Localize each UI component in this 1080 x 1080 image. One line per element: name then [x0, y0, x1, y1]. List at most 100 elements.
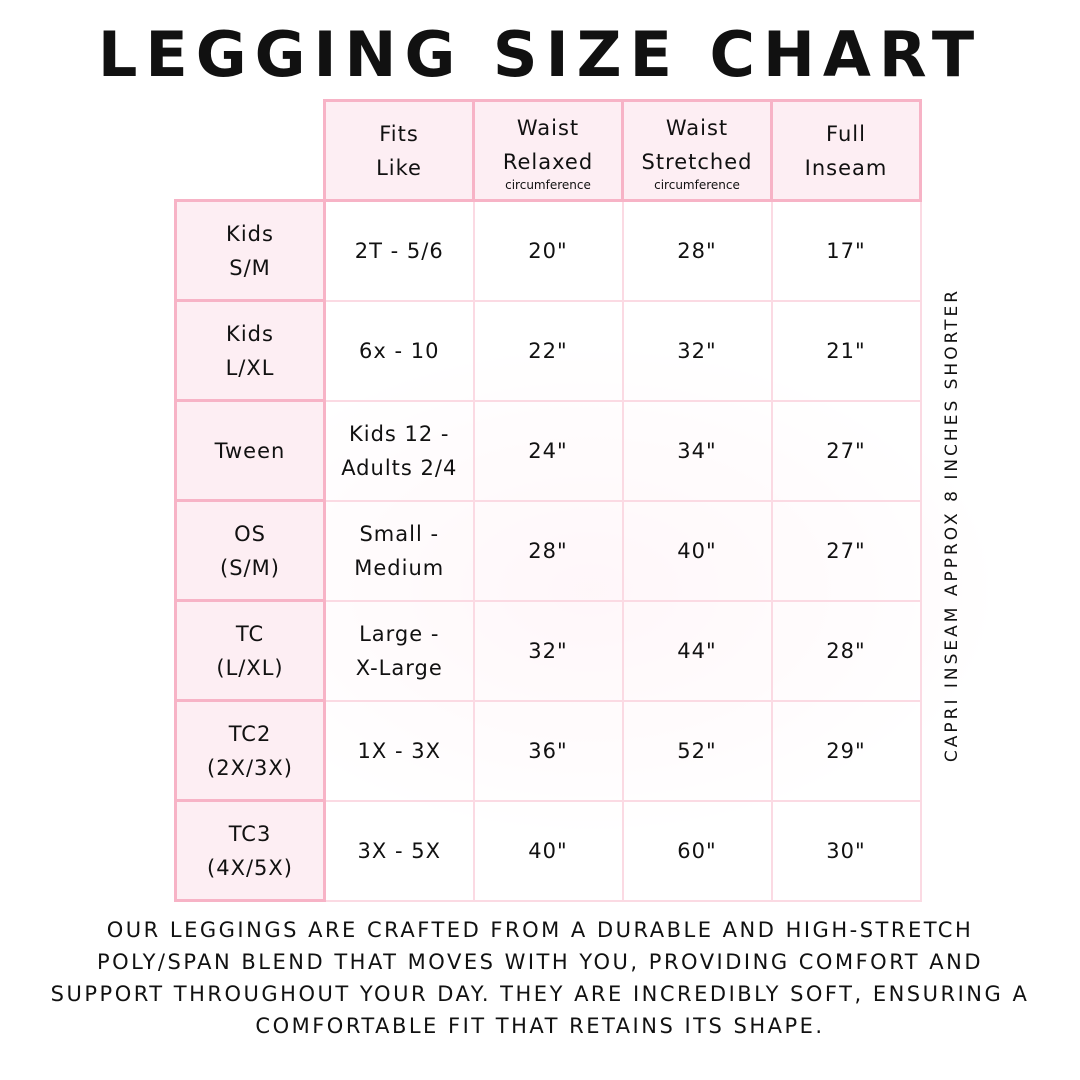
waist-relaxed-cell: 22" [472, 299, 624, 402]
cell-text: 40" [677, 538, 717, 563]
cell-text: Adults 2/4 [341, 455, 458, 480]
cell-text: 60" [677, 838, 717, 863]
cell-text: 2T - 5/6 [354, 238, 444, 263]
cell-text: (4X/5X) [207, 855, 293, 880]
cell-text: TC [235, 621, 265, 646]
size-label: OS (S/M) [174, 499, 326, 602]
cell-text: 32" [677, 338, 717, 363]
size-label: TC3 (4X/5X) [174, 799, 326, 902]
cell-text: 28" [528, 538, 568, 563]
waist-stretched-cell: 40" [621, 499, 773, 602]
cell-text: 44" [677, 638, 717, 663]
cell-text: 24" [528, 438, 568, 463]
full-inseam-cell: 29" [770, 699, 922, 802]
cell-text: Large - [359, 621, 440, 646]
capri-note: CAPRI INSEAM APPROX 8 INCHES SHORTER [942, 287, 962, 763]
waist-stretched-cell: 44" [621, 599, 773, 702]
cell-text: 1X - 3X [357, 738, 441, 763]
waist-stretched-cell: 60" [621, 799, 773, 902]
table-row: TC3 (4X/5X) 3X - 5X 40" 60" 30" [174, 799, 922, 902]
cell-text: 28" [677, 238, 717, 263]
full-inseam-cell: 17" [770, 199, 922, 302]
page-title: LEGGING SIZE CHART [97, 18, 983, 91]
cell-text: TC3 [228, 821, 272, 846]
fits-like-cell: 6x - 10 [323, 299, 475, 402]
cell-text: 22" [528, 338, 568, 363]
size-chart-table: Fits Like Waist Relaxed circumference Waist… [174, 99, 922, 902]
cell-text: TC2 [228, 721, 272, 746]
cell-text: S/M [229, 255, 271, 280]
cell-text: 36" [528, 738, 568, 763]
cell-text: 27" [826, 538, 866, 563]
header-line: Relaxed [502, 149, 594, 174]
waist-stretched-cell: 32" [621, 299, 773, 402]
waist-stretched-cell: 52" [621, 699, 773, 802]
header-sub: circumference [505, 177, 591, 192]
cell-text: 6x - 10 [359, 338, 440, 363]
cell-text: (S/M) [220, 555, 280, 580]
fits-like-cell: Large - X-Large [323, 599, 475, 702]
cell-text: 29" [826, 738, 866, 763]
full-inseam-cell: 21" [770, 299, 922, 402]
size-label: Tween [174, 399, 326, 502]
cell-text: 20" [528, 238, 568, 263]
fits-like-cell: 2T - 5/6 [323, 199, 475, 302]
cell-text: 52" [677, 738, 717, 763]
header-fits-like: Fits Like [323, 99, 475, 202]
table-row: Kids L/XL 6x - 10 22" 32" 21" [174, 299, 922, 402]
cell-text: Kids 12 - [348, 421, 450, 446]
size-label: Kids S/M [174, 199, 326, 302]
header-waist-relaxed: Waist Relaxed circumference [472, 99, 624, 202]
cell-text: 17" [826, 238, 866, 263]
cell-text: Kids [226, 221, 274, 246]
description: Our leggings are crafted from a durable … [50, 918, 1030, 1038]
waist-relaxed-cell: 32" [472, 599, 624, 702]
cell-text: 34" [677, 438, 717, 463]
fits-like-cell: 1X - 3X [323, 699, 475, 802]
header-line: Stretched [641, 149, 753, 174]
waist-relaxed-cell: 40" [472, 799, 624, 902]
header-waist-stretched: Waist Stretched circumference [621, 99, 773, 202]
waist-relaxed-cell: 20" [472, 199, 624, 302]
full-inseam-cell: 27" [770, 499, 922, 602]
cell-text: (L/XL) [216, 655, 284, 680]
fits-like-cell: Kids 12 - Adults 2/4 [323, 399, 475, 502]
size-label: TC (L/XL) [174, 599, 326, 702]
header-line: Waist [516, 115, 580, 140]
header-line: Waist [665, 115, 729, 140]
cell-text: Tween [214, 438, 286, 463]
size-label: Kids L/XL [174, 299, 326, 402]
size-label: TC2 (2X/3X) [174, 699, 326, 802]
header-line: Fits [379, 121, 419, 146]
cell-text: 21" [826, 338, 866, 363]
cell-text: 27" [826, 438, 866, 463]
waist-relaxed-cell: 36" [472, 699, 624, 802]
table-row: OS (S/M) Small - Medium 28" 40" 27" [174, 499, 922, 602]
fits-like-cell: 3X - 5X [323, 799, 475, 902]
cell-text: 30" [826, 838, 866, 863]
cell-text: 3X - 5X [357, 838, 441, 863]
header-line: Full [826, 121, 866, 146]
header-sub: circumference [654, 177, 740, 192]
waist-stretched-cell: 34" [621, 399, 773, 502]
cell-text: Small - [359, 521, 440, 546]
cell-text: Kids [226, 321, 274, 346]
cell-text: 28" [826, 638, 866, 663]
cell-text: L/XL [225, 355, 275, 380]
header-row: Fits Like Waist Relaxed circumference Waist… [176, 99, 922, 202]
waist-stretched-cell: 28" [621, 199, 773, 302]
waist-relaxed-cell: 28" [472, 499, 624, 602]
full-inseam-cell: 30" [770, 799, 922, 902]
cell-text: 32" [528, 638, 568, 663]
table-row: Tween Kids 12 - Adults 2/4 24" 34" 27" [174, 399, 922, 502]
waist-relaxed-cell: 24" [472, 399, 624, 502]
table-row: TC (L/XL) Large - X-Large 32" 44" 28" [174, 599, 922, 702]
header-line: Inseam [804, 155, 888, 180]
header-full-inseam: Full Inseam [770, 99, 922, 202]
cell-text: Medium [354, 555, 445, 580]
full-inseam-cell: 27" [770, 399, 922, 502]
full-inseam-cell: 28" [770, 599, 922, 702]
table-row: Kids S/M 2T - 5/6 20" 28" 17" [174, 199, 922, 302]
cell-text: X-Large [355, 655, 443, 680]
header-line: Like [376, 155, 422, 180]
